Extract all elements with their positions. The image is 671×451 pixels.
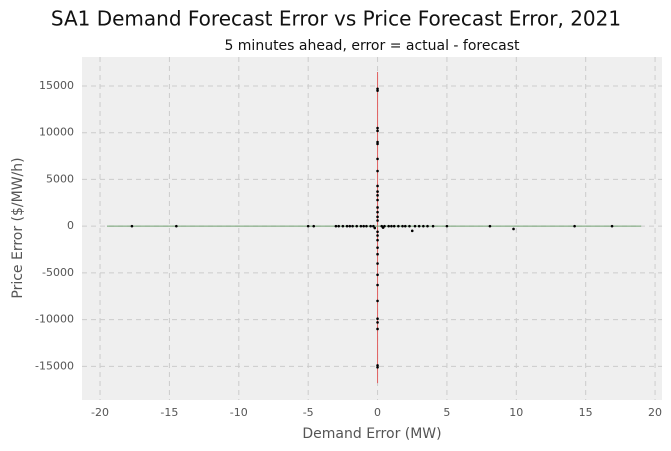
point [488,224,492,228]
y-tick-label: -15000 [35,359,74,372]
point [376,198,379,202]
point [312,224,316,228]
y-tick-label: -5000 [42,266,74,279]
point [175,224,178,228]
point [376,283,379,287]
x-tick-label: -5 [303,406,314,419]
x-tick-label: -10 [230,406,248,419]
x-tick-label: 10 [509,406,523,419]
point [372,224,375,228]
y-tick-label: 10000 [39,126,74,139]
point [359,224,363,228]
point [376,364,379,367]
point [376,219,379,222]
point [390,224,393,228]
point [445,224,449,228]
point [362,224,365,228]
point [610,224,614,228]
point [376,169,379,173]
point [376,321,379,324]
point [376,317,379,320]
x-tick-label: -20 [91,406,109,419]
point [376,206,379,209]
point [130,224,134,228]
point [376,299,379,303]
point [376,184,379,188]
x-tick-label: 15 [579,406,593,419]
point [369,224,372,228]
point [376,262,379,265]
point [376,327,379,331]
point [376,234,379,237]
x-axis-label: Demand Error (MW) [302,426,441,442]
point [341,224,345,228]
point [397,224,400,228]
point [512,227,515,231]
point [392,224,396,228]
point [373,226,377,230]
point [376,230,379,234]
y-axis-label: Price Error ($/MW/h) [10,157,26,298]
point [376,238,379,242]
point [417,224,421,228]
point [345,224,349,228]
point [381,226,385,229]
point [376,126,379,130]
x-tick-label: 20 [648,406,662,419]
point [306,224,310,228]
chart-title: SA1 Demand Forecast Error vs Price Forec… [51,7,621,31]
point [337,224,340,228]
point [404,224,407,228]
point [422,224,425,228]
point [426,224,429,228]
point [376,194,379,197]
point [387,224,390,228]
point [334,224,338,228]
y-tick-label: 15000 [39,79,74,92]
chart-subtitle: 5 minutes ahead, error = actual - foreca… [224,38,520,54]
point [351,224,354,228]
point [573,224,576,228]
point [410,229,414,233]
point [376,89,379,92]
point [348,224,352,228]
point [413,224,417,228]
point [376,252,379,256]
point [376,87,379,91]
point [365,224,368,228]
point [355,224,359,228]
x-tick-label: 0 [374,406,381,419]
point [376,140,379,144]
point [376,157,379,161]
point [376,365,379,369]
point [376,142,379,146]
x-tick-label: 5 [443,406,450,419]
plot-area [82,57,662,400]
point [376,210,379,214]
x-tick-label: -15 [160,406,178,419]
point [431,224,435,228]
point [376,246,379,249]
y-tick-label: 5000 [46,172,74,185]
point [376,273,379,277]
point [408,224,411,228]
y-tick-label: 0 [67,219,74,232]
point [376,215,379,219]
point [376,129,379,133]
point [376,190,379,193]
y-tick-label: -10000 [35,313,74,326]
point [401,224,404,228]
